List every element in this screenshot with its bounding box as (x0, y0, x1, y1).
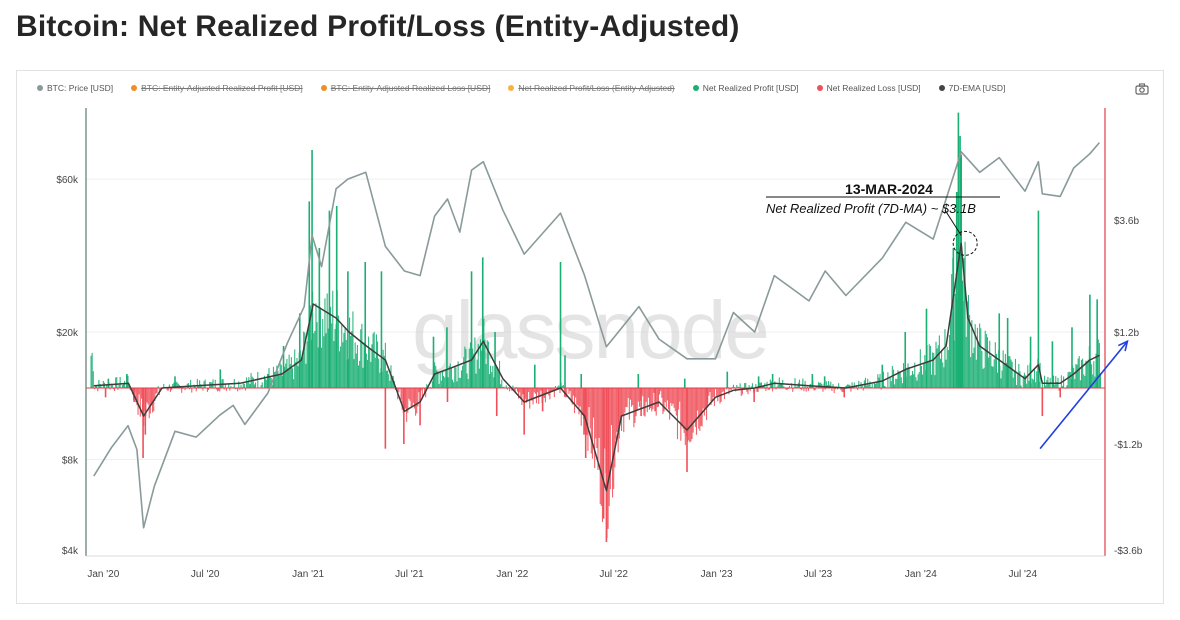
annotation-circle (952, 230, 978, 256)
x-tick-label: Jan '23 (701, 569, 733, 580)
x-tick-label: Jul '24 (1008, 569, 1037, 580)
legend-item-price[interactable]: BTC: Price [USD] (37, 83, 113, 93)
trend-arrow-head (1118, 339, 1129, 352)
ema-line (93, 242, 1100, 492)
annotation-layer: 13-MAR-2024 Net Realized Profit (7D-MA) ~… (766, 181, 1129, 450)
y-right-tick-label: -$3.6b (1114, 546, 1143, 557)
x-tick-label: Jan '22 (496, 569, 528, 580)
annotation-text: Net Realized Profit (7D-MA) ~ $3.1B (766, 201, 976, 216)
legend-dot-ema (938, 85, 945, 91)
y-right-tick-label: -$1.2b (1114, 440, 1143, 451)
x-tick-label: Jan '21 (292, 569, 324, 580)
x-tick-label: Jan '20 (87, 569, 119, 580)
y-left-tick-label: $4k (62, 546, 79, 557)
legend-dot-net-pl (508, 85, 515, 91)
camera-icon[interactable] (1135, 83, 1149, 95)
y-right-tick-label: $1.2b (1114, 328, 1139, 339)
y-left-tick-label: $60k (56, 175, 79, 186)
axes-layer: Jan '20 Jul '20 Jan '21 Jul '21 Jan '22 Jul '… (56, 108, 1143, 580)
x-tick-label: Jul '22 (599, 569, 628, 580)
legend-item-net-pl[interactable]: Net Realized Profit/Loss (Entity-Adjuste… (508, 83, 675, 93)
legend-dot-net-profit (692, 85, 699, 91)
legend-dot-realized-profit (131, 85, 138, 91)
legend-dot-realized-loss (320, 85, 327, 91)
x-tick-label: Jul '20 (191, 569, 220, 580)
lines-layer (86, 142, 1105, 529)
legend-item-net-profit[interactable]: Net Realized Profit [USD] (692, 83, 799, 93)
y-right-tick-label: $3.6b (1114, 216, 1139, 227)
legend-item-realized-profit[interactable]: BTC: Entity-Adjusted Realized Profit [US… (131, 83, 303, 93)
x-tick-label: Jul '21 (395, 569, 424, 580)
legend: BTC: Price [USD] BTC: Entity-Adjusted Re… (37, 83, 1005, 93)
legend-item-realized-loss[interactable]: BTC: Entity-Adjusted Realized Loss [USD] (320, 83, 490, 93)
legend-dot-price (37, 85, 43, 91)
legend-item-net-loss[interactable]: Net Realized Loss [USD] (816, 83, 921, 93)
trend-arrow-line (1039, 340, 1129, 450)
annotation-leader (944, 209, 962, 236)
y-left-tick-label: $8k (62, 456, 79, 467)
x-tick-label: Jan '24 (905, 569, 937, 580)
page-title: Bitcoin: Net Realized Profit/Loss (Entit… (16, 10, 740, 43)
price-line (93, 142, 1101, 529)
annotation-date: 13-MAR-2024 (845, 181, 933, 197)
grid-lines (86, 178, 1105, 461)
x-tick-label: Jul '23 (804, 569, 833, 580)
legend-item-ema[interactable]: 7D-EMA [USD] (938, 83, 1005, 93)
chart-panel: BTC: Price [USD] BTC: Entity-Adjusted Re… (16, 70, 1164, 604)
legend-dot-net-loss (816, 85, 823, 91)
y-left-tick-label: $20k (56, 328, 79, 339)
